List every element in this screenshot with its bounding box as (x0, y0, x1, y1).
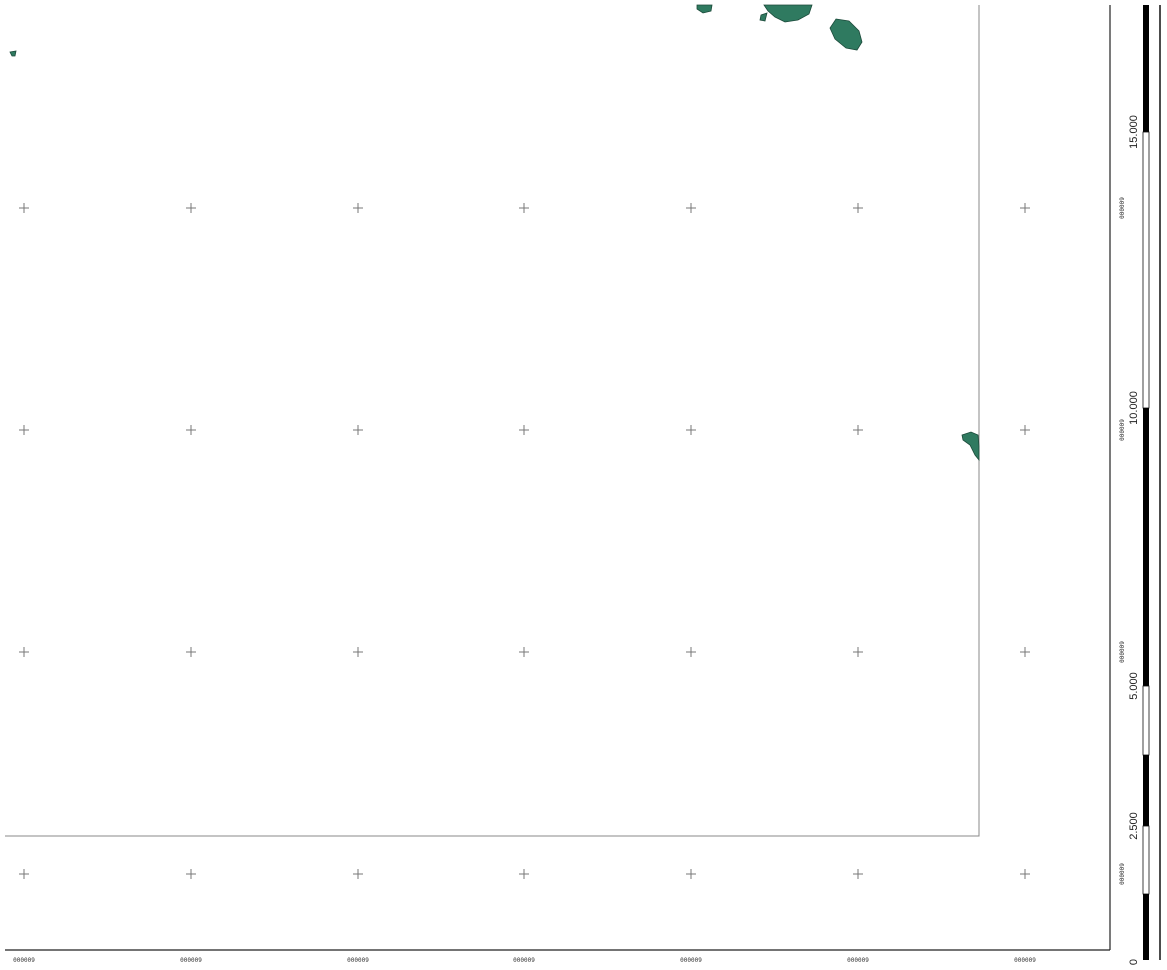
y-grid-label: 000009 (1119, 419, 1126, 441)
grid-cross (19, 647, 29, 657)
terrain-patch (829, 18, 863, 51)
scale-label: 15.000 (1128, 115, 1140, 149)
grid-cross (353, 869, 363, 879)
grid-cross (686, 425, 696, 435)
x-grid-label: 000009 (680, 957, 702, 964)
grid-cross (853, 869, 863, 879)
grid-crosses (19, 203, 1030, 879)
grid-cross (1020, 425, 1030, 435)
y-grid-label: 000009 (1119, 641, 1126, 663)
x-axis-labels: 000009 000009 000009 000009 000009 00000… (13, 957, 1036, 964)
scale-bar: 0 2.500 5.000 10.000 15.000 (1128, 5, 1161, 965)
terrain-features (9, 4, 980, 462)
terrain-patch (696, 4, 713, 14)
grid-cross (1020, 647, 1030, 657)
scale-bar-segment (1143, 755, 1149, 826)
grid-cross (1020, 869, 1030, 879)
grid-cross (186, 647, 196, 657)
grid-cross (686, 647, 696, 657)
scale-label: 5.000 (1128, 672, 1140, 700)
grid-cross (1020, 203, 1030, 213)
grid-cross (519, 869, 529, 879)
grid-cross (519, 647, 529, 657)
terrain-patch (763, 4, 813, 23)
grid-cross (19, 869, 29, 879)
y-grid-label: 000009 (1119, 863, 1126, 885)
terrain-patch (961, 431, 980, 462)
scale-label: 0 (1128, 959, 1140, 965)
grid-cross (353, 647, 363, 657)
scale-bar-segment (1143, 894, 1149, 960)
grid-cross (186, 203, 196, 213)
grid-cross (853, 647, 863, 657)
scale-bar-segment (1142, 131, 1150, 409)
x-grid-label: 000009 (347, 957, 369, 964)
y-axis-labels: 000009 000009 000009 000009 (1119, 197, 1126, 885)
x-grid-label: 000009 (1014, 957, 1036, 964)
grid-cross (686, 869, 696, 879)
scale-bar-segment (1143, 5, 1149, 132)
grid-cross (186, 425, 196, 435)
x-grid-label: 000009 (513, 957, 535, 964)
grid-cross (353, 425, 363, 435)
grid-cross (19, 203, 29, 213)
scale-bar-segment (1142, 825, 1150, 895)
map-frame (5, 5, 980, 837)
grid-cross (19, 425, 29, 435)
scale-bar-segment (1143, 408, 1149, 686)
scale-label: 2.500 (1128, 812, 1140, 840)
grid-cross (686, 203, 696, 213)
grid-cross (353, 203, 363, 213)
terrain-speck (9, 50, 17, 57)
grid-cross (519, 425, 529, 435)
grid-cross (853, 425, 863, 435)
x-grid-label: 000009 (13, 957, 35, 964)
y-grid-label: 000009 (1119, 197, 1126, 219)
grid-cross (186, 869, 196, 879)
grid-cross (519, 203, 529, 213)
x-grid-label: 000009 (180, 957, 202, 964)
scale-bar-segment (1142, 685, 1150, 756)
x-grid-label: 000009 (847, 957, 869, 964)
grid-cross (853, 203, 863, 213)
terrain-patch (759, 12, 768, 22)
scale-label: 10.000 (1128, 391, 1140, 425)
